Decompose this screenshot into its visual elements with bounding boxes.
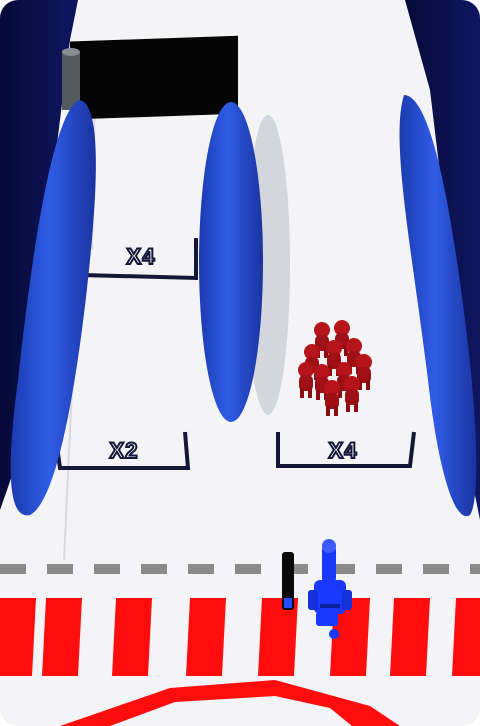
dash-segment (470, 564, 480, 574)
red-stripe (0, 598, 36, 676)
dash-segment (0, 564, 26, 574)
red-stripe (390, 598, 430, 676)
red-chevron (60, 680, 400, 726)
enemy-figure (324, 380, 340, 416)
enemy-figure (314, 322, 330, 358)
dash-segment (94, 564, 120, 574)
pillar-right (399, 95, 477, 517)
red-stripe (452, 598, 480, 676)
red-stripe (186, 598, 226, 676)
banner-post-cap (62, 48, 80, 56)
enemy-figure (298, 362, 314, 398)
banner-post (62, 52, 80, 110)
dash-segment (423, 564, 449, 574)
pillar-middle (199, 102, 263, 422)
red-stripes (0, 598, 480, 676)
dash-segment (235, 564, 261, 574)
dash-segment (376, 564, 402, 574)
red-stripe (330, 598, 370, 676)
right-wall (405, 0, 480, 520)
dash-segment (329, 564, 355, 574)
gate-left-label: X2 (109, 437, 139, 464)
red-stripe (42, 598, 82, 676)
dashed-line (0, 564, 480, 574)
dash-segment (282, 564, 308, 574)
pillar-left (10, 100, 96, 516)
finish-banner (70, 35, 238, 120)
gate-right-label: X4 (328, 437, 358, 464)
gate-top-label: X4 (126, 243, 156, 270)
red-stripe (258, 598, 298, 676)
red-stripe (112, 598, 152, 676)
ammo-bar-icon (282, 552, 294, 610)
dash-segment (188, 564, 214, 574)
enemy-crowd (298, 320, 372, 416)
cannon-icon[interactable] (308, 539, 352, 639)
enemy-figure (344, 376, 360, 412)
dash-segment (47, 564, 73, 574)
enemy-figure (356, 354, 372, 390)
gate-right-frame (276, 431, 416, 468)
dash-segment (141, 564, 167, 574)
